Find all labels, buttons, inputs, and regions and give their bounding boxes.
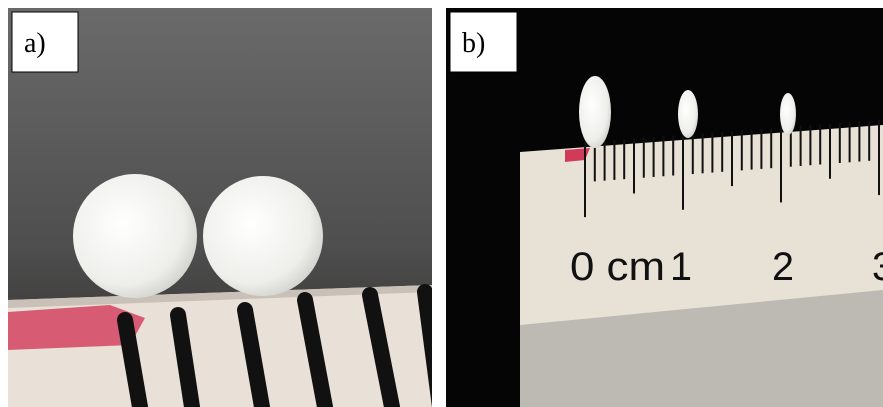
ruler-label: 0 cm xyxy=(570,245,665,289)
figure: a) 0 cm1 2 3 b) xyxy=(0,0,883,407)
ruler-label: 1 xyxy=(670,245,692,289)
ruler-label: 2 xyxy=(772,245,794,289)
ruler-label: 3 xyxy=(872,245,883,289)
panel-label: a) xyxy=(24,28,46,59)
panel-label: b) xyxy=(462,28,485,59)
page: a) 0 cm123 b) (() => { const data = JSON… xyxy=(0,0,883,407)
